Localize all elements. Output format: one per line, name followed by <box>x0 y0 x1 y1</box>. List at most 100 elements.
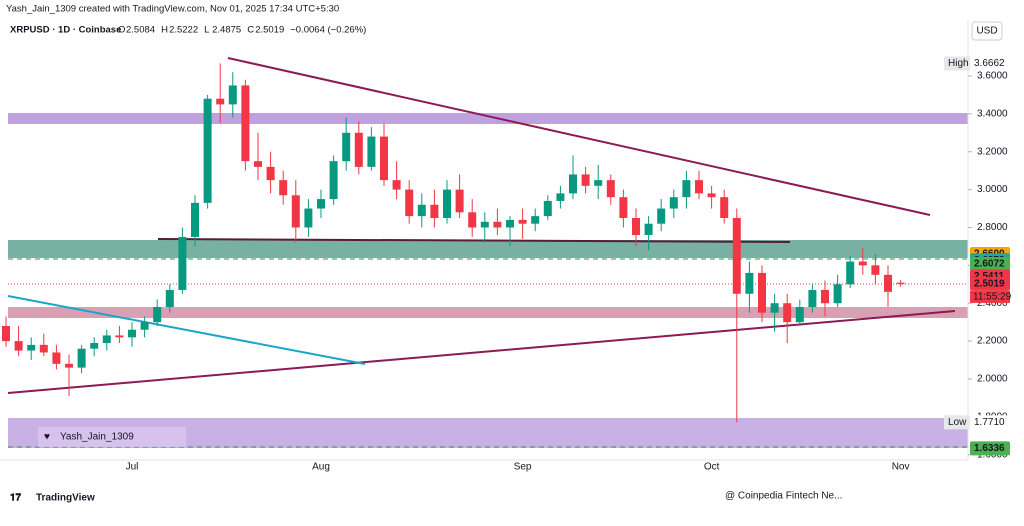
ohlc-value: 2.4875 <box>212 25 241 36</box>
candle-body <box>543 200 552 217</box>
x-tick-label: Jul <box>126 462 139 473</box>
symbol: XRPUSD · 1D · Coinbase <box>10 25 121 36</box>
candle-body <box>153 307 162 323</box>
x-tick-label: Aug <box>312 462 330 473</box>
price-label: 2.5411 <box>974 271 1004 282</box>
ohlc-value: 2.5019 <box>255 25 284 36</box>
candle-body <box>695 180 703 194</box>
candle-body <box>329 161 338 200</box>
candle-body <box>795 307 804 323</box>
candle-body <box>821 289 829 304</box>
price-label-box <box>970 415 1010 430</box>
price-scale <box>968 20 1024 460</box>
ohlc-header: O 2.5084 H 2.5222 L 2.4875 C 2.5019 −0.0064 (−0.… <box>118 25 366 36</box>
price-label-name: Low <box>948 417 967 428</box>
price-label-box <box>970 256 1010 271</box>
trendline <box>227 57 931 216</box>
candle-body <box>102 335 111 343</box>
candle-body <box>266 166 275 181</box>
price-label: 2.6072 <box>974 259 1005 270</box>
trendline <box>7 310 956 394</box>
price-label: 3.6662 <box>974 58 1005 69</box>
candle-body <box>846 261 855 285</box>
candle-body <box>455 189 464 213</box>
candle-body <box>65 363 73 368</box>
watermark: Yash_Jain_1309 <box>60 432 134 443</box>
candle-body <box>858 261 867 266</box>
candle-body <box>682 180 691 198</box>
candle-body <box>228 85 237 105</box>
candle-body <box>606 180 615 198</box>
candle-body <box>506 219 514 228</box>
candle-body <box>644 223 653 236</box>
y-tick-label: 2.0000 <box>977 374 1008 385</box>
candle-body <box>480 221 489 228</box>
candle-body <box>380 136 388 181</box>
currency-box[interactable] <box>971 21 1003 41</box>
candle-body <box>493 221 502 228</box>
candle-body <box>417 204 426 217</box>
watermark-heart: ♥ <box>44 432 50 443</box>
price-label-box <box>970 441 1010 456</box>
ohlc-key: C <box>247 25 254 36</box>
candle-body <box>128 329 136 338</box>
ohlc-value: −0.0064 (−0.26%) <box>290 25 366 36</box>
candle-body <box>745 272 754 294</box>
candle-body <box>619 197 628 219</box>
price-label: 1.7710 <box>974 417 1005 428</box>
y-tick-label: 3.0000 <box>977 184 1008 195</box>
candle-body <box>405 189 414 217</box>
candles <box>2 63 905 423</box>
candle-body <box>27 344 36 351</box>
x-tick-label: Oct <box>704 462 720 473</box>
candle-body <box>531 216 540 224</box>
ohlc-key: O <box>118 25 125 36</box>
candle-body <box>884 274 892 292</box>
y-tick-label: 3.4000 <box>977 108 1008 119</box>
candle-body <box>569 174 577 194</box>
candle-body <box>241 85 250 162</box>
candle-body <box>279 180 288 196</box>
candle-body <box>430 204 439 219</box>
author-line: Yash_Jain_1309 created with TradingView.… <box>6 4 339 15</box>
candle-body <box>808 289 817 308</box>
candle-body <box>770 303 779 313</box>
candle-body <box>191 202 199 237</box>
ohlc-key: L <box>204 25 209 36</box>
y-tick-label: 3.6000 <box>977 71 1008 82</box>
candle-body <box>468 212 477 228</box>
price-label: 2.5019 <box>974 279 1005 290</box>
candle-body <box>669 197 678 209</box>
candle-body <box>871 265 880 275</box>
ohlc-value: 2.5222 <box>169 25 198 36</box>
y-tick-label: 3.2000 <box>977 146 1008 157</box>
currency[interactable]: USD <box>976 26 997 37</box>
candle-body <box>367 136 376 167</box>
price-label-name-box <box>944 56 970 71</box>
y-tick-label: 2.2000 <box>977 336 1008 347</box>
candle-body <box>216 98 225 105</box>
candle-body <box>518 219 527 224</box>
zone <box>8 240 968 258</box>
candle-body <box>556 193 565 201</box>
candle-body <box>833 284 842 304</box>
x-tick-label: Nov <box>892 462 910 473</box>
trendline <box>7 295 366 365</box>
brand-logo: 𝟏𝟕 <box>10 493 22 504</box>
candle-body <box>632 218 640 236</box>
trendline <box>157 238 791 243</box>
candle-body <box>291 195 300 228</box>
candle-body <box>443 189 451 219</box>
credit: @ Coinpedia Fintech Ne... <box>725 491 842 502</box>
candle-body <box>354 132 363 167</box>
countdown: 11:55:29 <box>973 292 1012 303</box>
candle-body <box>165 289 174 308</box>
candle-body <box>732 218 741 294</box>
ohlc-key: H <box>161 25 168 36</box>
watermark-box <box>38 427 186 447</box>
y-tick-label: 2.8000 <box>977 222 1008 233</box>
zone <box>8 113 968 124</box>
candle-body <box>720 197 729 219</box>
price-label: 1.6336 <box>974 443 1005 454</box>
